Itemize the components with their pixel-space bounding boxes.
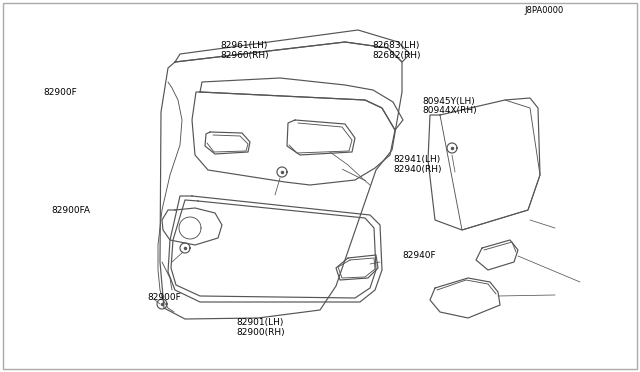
Text: 82900FA: 82900FA	[51, 206, 90, 215]
Text: 80945Y(LH): 80945Y(LH)	[422, 97, 475, 106]
Text: 82901(LH): 82901(LH)	[237, 318, 284, 327]
Text: J8PA0000: J8PA0000	[525, 6, 564, 15]
Text: 82941(LH): 82941(LH)	[394, 155, 441, 164]
Text: 80944X(RH): 80944X(RH)	[422, 106, 477, 115]
Text: 82682(RH): 82682(RH)	[372, 51, 421, 60]
Text: 82900F: 82900F	[147, 293, 181, 302]
Text: 82960(RH): 82960(RH)	[221, 51, 269, 60]
Text: 82961(LH): 82961(LH)	[221, 41, 268, 50]
Text: 82940(RH): 82940(RH)	[394, 165, 442, 174]
Text: 82683(LH): 82683(LH)	[372, 41, 420, 50]
Text: 82940F: 82940F	[402, 251, 436, 260]
Text: 82900(RH): 82900(RH)	[237, 328, 285, 337]
Text: 82900F: 82900F	[43, 88, 77, 97]
